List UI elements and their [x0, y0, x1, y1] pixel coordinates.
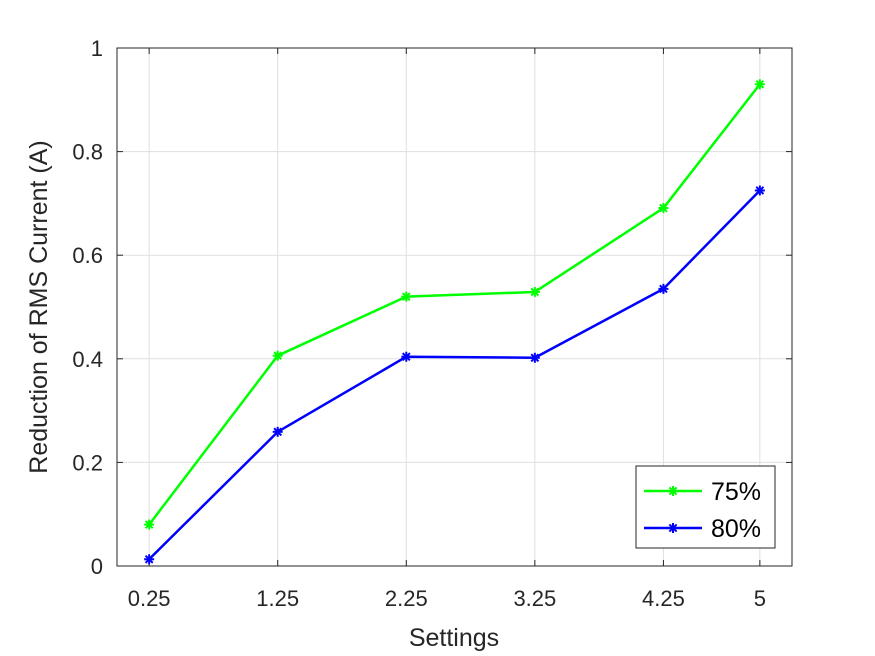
data-point: [754, 79, 765, 90]
data-point: [144, 519, 155, 530]
data-point: [401, 291, 412, 302]
x-tick-label: 5: [754, 586, 766, 611]
x-axis-label: Settings: [409, 624, 499, 652]
data-point: [658, 203, 669, 214]
x-tick-label: 1.25: [256, 586, 299, 611]
data-point: [272, 426, 283, 437]
y-tick-label: 0.8: [72, 140, 103, 165]
legend-label: 80%: [711, 515, 761, 543]
y-tick-label: 0.2: [72, 450, 103, 475]
data-point: [401, 351, 412, 362]
data-point: [529, 286, 540, 297]
y-tick-label: 1: [91, 36, 103, 61]
x-tick-label: 4.25: [642, 586, 685, 611]
data-point: [658, 283, 669, 294]
y-tick-label: 0.6: [72, 243, 103, 268]
legend: 75%80%: [635, 465, 776, 549]
y-tick-label: 0: [91, 554, 103, 579]
data-point: [144, 554, 155, 565]
series-lines: [144, 79, 765, 565]
data-point: [754, 185, 765, 196]
plot-area: [116, 47, 793, 567]
y-axis-ticks: 0 0.2 0.4 0.6 0.8 1: [72, 36, 792, 579]
x-axis-ticks: 0.25 1.25 2.25 3.25 4.25 5: [128, 48, 766, 611]
x-tick-label: 2.25: [385, 586, 428, 611]
data-point: [529, 352, 540, 363]
y-tick-label: 0.4: [72, 347, 103, 372]
data-point: [272, 350, 283, 361]
x-tick-label: 3.25: [513, 586, 556, 611]
series-line-0: [148, 83, 761, 526]
legend-label: 75%: [711, 478, 761, 506]
legend-marker: [668, 486, 678, 496]
series-line-1: [148, 189, 761, 561]
x-tick-label: 0.25: [128, 586, 171, 611]
y-axis-label: Reduction of RMS Current (A): [25, 140, 53, 473]
legend-marker: [668, 523, 678, 533]
legend-box: [635, 465, 776, 549]
